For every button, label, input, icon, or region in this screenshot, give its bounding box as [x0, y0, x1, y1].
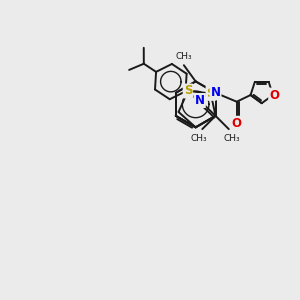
Text: N: N — [195, 94, 205, 107]
Text: N: N — [195, 94, 205, 107]
Text: S: S — [206, 87, 215, 100]
Text: CH₃: CH₃ — [190, 134, 207, 143]
Text: O: O — [232, 117, 242, 130]
Text: S: S — [184, 85, 192, 98]
Text: O: O — [269, 88, 279, 101]
Text: CH₃: CH₃ — [224, 134, 241, 143]
Text: N: N — [211, 86, 220, 99]
Text: CH₃: CH₃ — [176, 52, 192, 61]
